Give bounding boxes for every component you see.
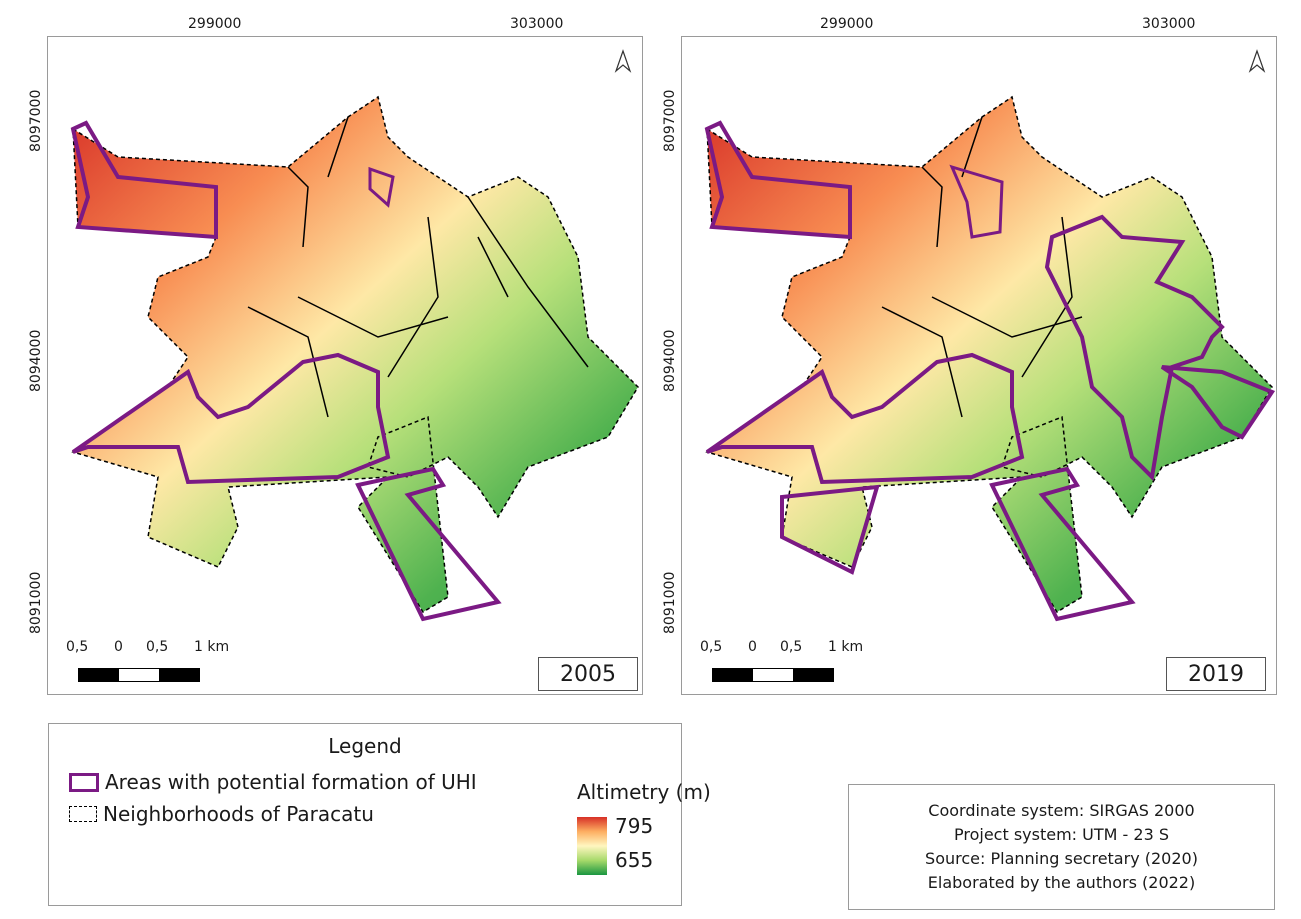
north-arrow-icon [1248,49,1266,77]
y-tick: 8094000 [662,329,678,392]
uhi-area [70,120,218,240]
y-tick: 8091000 [662,571,678,634]
map-canvas-2005 [70,95,639,622]
scale-label: 0 [114,639,123,655]
uhi-area [705,352,1025,485]
legend-box: Legend Areas with potential formation of… [48,723,711,906]
year-label: 2019 [1166,657,1266,691]
info-line: Coordinate system: SIRGAS 2000 [928,801,1195,820]
uhi-area [949,164,1004,239]
year-label: 2005 [538,657,638,691]
map-panel-2005: 2005 0,5 0 0,5 1 km [47,36,643,695]
x-tick: 299000 [188,16,242,32]
altimetry-title: Altimetry (m) [577,780,711,804]
scale-label: 0 [748,639,757,655]
info-line: Project system: UTM - 23 S [954,825,1169,844]
legend-label: Areas with potential formation of UHI [105,770,477,794]
altimetry-max: 795 [615,814,654,838]
legend-item-uhi: Areas with potential formation of UHI [69,770,477,794]
y-tick: 8094000 [28,329,44,392]
map-panel-2019: 2019 0,5 0 0,5 1 km [681,36,1277,695]
uhi-swatch [69,772,99,792]
info-line: Source: Planning secretary (2020) [925,849,1198,868]
scale-label: 0,5 [66,639,89,655]
scale-label: 1 km [194,639,230,655]
legend-item-neighborhoods: Neighborhoods of Paracatu [69,802,374,826]
altimetry-gradient [577,817,607,875]
scale-label: 0,5 [700,639,723,655]
scale-label: 1 km [828,639,864,655]
north-arrow-icon [614,49,632,77]
altimetry-min: 655 [615,848,654,872]
uhi-area [368,166,395,208]
scale-bar [712,668,834,682]
y-tick: 8097000 [28,89,44,152]
uhi-area [780,484,880,575]
scale-label: 0,5 [780,639,803,655]
uhi-area [704,120,852,240]
legend-title: Legend [328,734,402,758]
uhi-area [71,352,391,485]
scale-labels: 0,5 0 0,5 1 km [66,639,246,657]
uhi-area [355,466,502,622]
legend-label: Neighborhoods of Paracatu [103,802,374,826]
x-tick: 303000 [1142,16,1196,32]
scale-label: 0,5 [146,639,169,655]
x-tick: 303000 [510,16,564,32]
info-line: Elaborated by the authors (2022) [927,873,1196,892]
city-area [705,95,1273,614]
neighborhood-swatch [69,806,97,822]
scale-labels: 0,5 0 0,5 1 km [700,639,880,657]
y-tick: 8097000 [662,89,678,152]
uhi-area [989,466,1136,622]
x-tick: 299000 [820,16,874,32]
map-canvas-2019 [704,95,1276,622]
map-info-box: Coordinate system: SIRGAS 2000 Project s… [848,784,1275,910]
uhi-area [1160,365,1276,440]
city-area [71,95,639,614]
scale-bar [78,668,200,682]
y-tick: 8091000 [28,571,44,634]
